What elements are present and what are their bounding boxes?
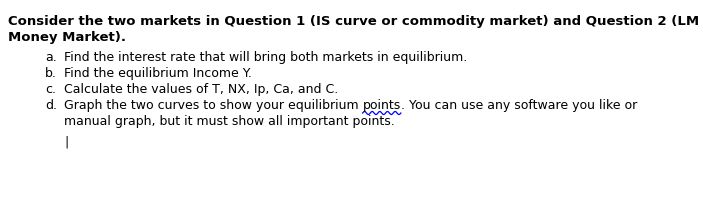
Text: . You can use any software you like or: . You can use any software you like or xyxy=(401,99,637,112)
Text: points: points xyxy=(363,99,401,112)
Text: Graph the two curves to show your equilibrium: Graph the two curves to show your equili… xyxy=(64,99,363,112)
Text: Find the equilibrium Income Y.: Find the equilibrium Income Y. xyxy=(64,67,252,80)
Text: Consider the two markets in Question 1 (IS curve or commodity market) and Questi: Consider the two markets in Question 1 (… xyxy=(8,15,703,28)
Text: c.: c. xyxy=(45,83,56,96)
Text: d.: d. xyxy=(45,99,57,112)
Text: b.: b. xyxy=(45,67,57,80)
Text: Money Market).: Money Market). xyxy=(8,31,126,44)
Text: Calculate the values of T, NX, Ip, Ca, and C.: Calculate the values of T, NX, Ip, Ca, a… xyxy=(64,83,338,96)
Text: a.: a. xyxy=(45,51,57,64)
Text: Find the interest rate that will bring both markets in equilibrium.: Find the interest rate that will bring b… xyxy=(64,51,467,64)
Text: |: | xyxy=(64,134,68,147)
Text: manual graph, but it must show all important points.: manual graph, but it must show all impor… xyxy=(64,115,395,127)
